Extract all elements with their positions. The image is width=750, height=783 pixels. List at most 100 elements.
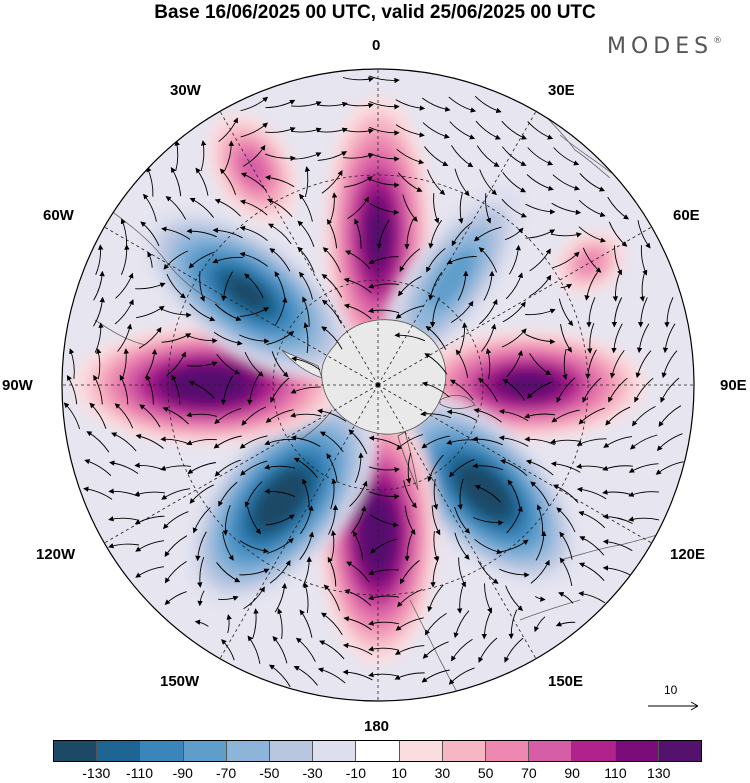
colorbar-tick-label: 90 [564, 765, 580, 781]
wind-vector [291, 101, 322, 107]
wind-vector [323, 584, 341, 612]
wind-vector [552, 484, 579, 504]
wind-vector [505, 272, 524, 300]
wind-vector [605, 406, 631, 426]
wind-vector [216, 562, 241, 583]
wind-vector [134, 515, 165, 525]
wind-vector [186, 228, 217, 238]
colorbar-tick-label: 110 [604, 765, 627, 781]
lon-label-90e: 90E [720, 377, 747, 394]
wind-vector [628, 491, 659, 497]
wind-vector [395, 305, 424, 319]
reference-vector-label: 10 [664, 683, 678, 697]
wind-vector [164, 561, 187, 584]
colorbar-tick-label: -30 [302, 765, 323, 781]
wind-vector [369, 101, 400, 110]
wind-vector [165, 196, 187, 220]
colorbar-swatch [658, 741, 702, 761]
wind-vector [342, 669, 373, 681]
colorbar-tick-label: -90 [172, 765, 193, 781]
wind-vector [530, 559, 550, 584]
wind-vector [317, 127, 348, 133]
wind-vector [115, 272, 134, 299]
wind-vector [611, 323, 623, 354]
wind-vector [603, 436, 633, 448]
wind-vector [291, 152, 322, 160]
wind-vector [457, 270, 469, 301]
wind-vector [161, 488, 191, 500]
wind-vector [111, 432, 137, 452]
wind-vector [486, 348, 492, 380]
registered-mark: ® [713, 36, 723, 46]
wind-vector [368, 569, 399, 575]
wind-vector [264, 174, 295, 188]
wind-vector [170, 167, 182, 197]
wind-vector [303, 322, 309, 354]
wind-vector [425, 325, 447, 350]
wind-vector [455, 349, 469, 378]
wind-vector [602, 465, 633, 471]
wind-vector [551, 409, 580, 423]
wind-vector [326, 453, 338, 483]
wind-vector [136, 305, 165, 319]
wind-vector [187, 335, 218, 344]
wind-vector [454, 506, 471, 534]
wind-vector [422, 97, 451, 112]
wind-vector [63, 402, 81, 430]
wind-vector [221, 639, 235, 661]
wind-vector [327, 556, 337, 587]
colorbar-tick-label: -70 [215, 765, 237, 781]
wind-vector [321, 273, 343, 298]
wind-vector [446, 255, 477, 265]
wind-vector [478, 247, 498, 273]
wind-vector [342, 128, 374, 134]
wind-vector [265, 127, 296, 133]
lon-label-30w: 30W [170, 82, 201, 99]
colorbar-swatch [270, 741, 314, 761]
wind-vector [655, 461, 684, 475]
colorbar-swatch [54, 741, 98, 761]
wind-vector [450, 300, 474, 323]
wind-vector [135, 433, 164, 449]
wind-vector [317, 667, 346, 684]
wind-vector [534, 596, 546, 602]
wind-vector [214, 198, 241, 217]
wind-vector [239, 334, 270, 344]
wind-vector [239, 307, 270, 317]
wind-vector [349, 480, 368, 507]
wind-vector [584, 271, 598, 301]
wind-vector [252, 608, 259, 640]
wind-vector [108, 543, 140, 549]
wind-vector [550, 232, 582, 238]
wind-vector [290, 435, 321, 447]
lon-label-120e: 120E [670, 546, 706, 563]
wind-vector [218, 595, 239, 601]
wind-vector [473, 407, 502, 423]
wind-vector [143, 193, 157, 222]
meridian-line [104, 226, 379, 386]
wind-vector [658, 405, 682, 428]
wind-vector [239, 540, 269, 554]
wind-vector [239, 225, 268, 241]
wind-vector [478, 637, 498, 663]
wind-vector [239, 199, 268, 216]
wind-vector [290, 412, 322, 418]
wind-vector [579, 536, 605, 556]
wind-vector [220, 375, 234, 406]
wind-vector [214, 459, 241, 477]
colorbar-tick-label: -110 [126, 765, 154, 781]
negative-anomaly-cell [389, 396, 579, 586]
wind-vector [609, 350, 625, 379]
wind-vector [608, 221, 628, 247]
wind-vector [317, 408, 347, 422]
wind-vector [330, 478, 337, 510]
colorbar-tick-label: -50 [259, 765, 280, 781]
colorbar-swatch [97, 741, 141, 761]
wind-vector [348, 429, 368, 455]
wind-vector [499, 568, 530, 578]
wind-vector [502, 379, 526, 401]
wind-vector [244, 273, 264, 299]
wind-vector [525, 333, 556, 345]
wind-vector [93, 374, 103, 405]
wind-vector [582, 377, 602, 403]
